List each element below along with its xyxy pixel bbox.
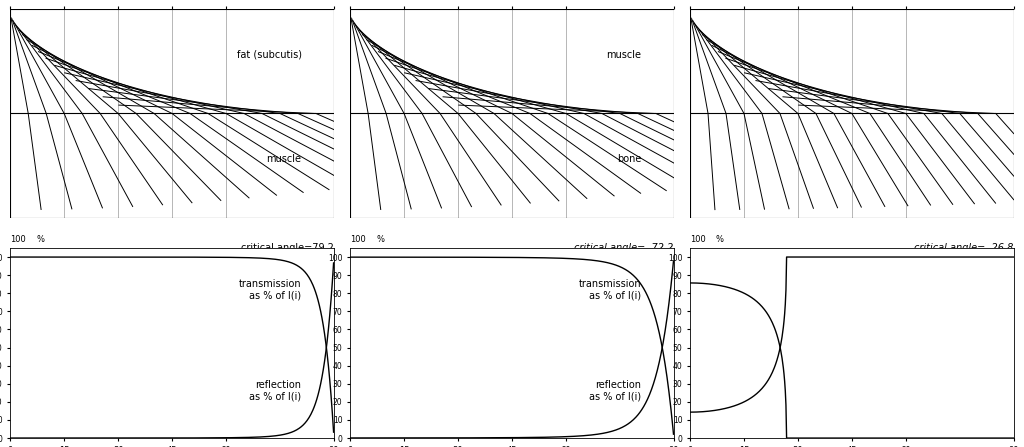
- Text: bone: bone: [617, 155, 641, 164]
- Text: fat (subcutis): fat (subcutis): [237, 50, 302, 60]
- Text: critical angle=  26.8: critical angle= 26.8: [914, 243, 1014, 253]
- Text: 100: 100: [350, 235, 366, 244]
- Text: %: %: [36, 235, 44, 244]
- Text: 100: 100: [10, 235, 26, 244]
- Text: transmission
as % of I(i): transmission as % of I(i): [239, 279, 302, 300]
- Text: muscle: muscle: [266, 155, 302, 164]
- Text: 100: 100: [690, 235, 706, 244]
- Text: muscle: muscle: [606, 50, 641, 60]
- Text: critical angle=79.2: critical angle=79.2: [241, 243, 334, 253]
- Text: %: %: [716, 235, 724, 244]
- Text: %: %: [376, 235, 384, 244]
- Text: reflection
as % of I(i): reflection as % of I(i): [250, 380, 302, 401]
- Text: reflection
as % of I(i): reflection as % of I(i): [590, 380, 641, 401]
- Text: transmission
as % of I(i): transmission as % of I(i): [579, 279, 641, 300]
- Text: critical angle=  72.2: critical angle= 72.2: [574, 243, 674, 253]
